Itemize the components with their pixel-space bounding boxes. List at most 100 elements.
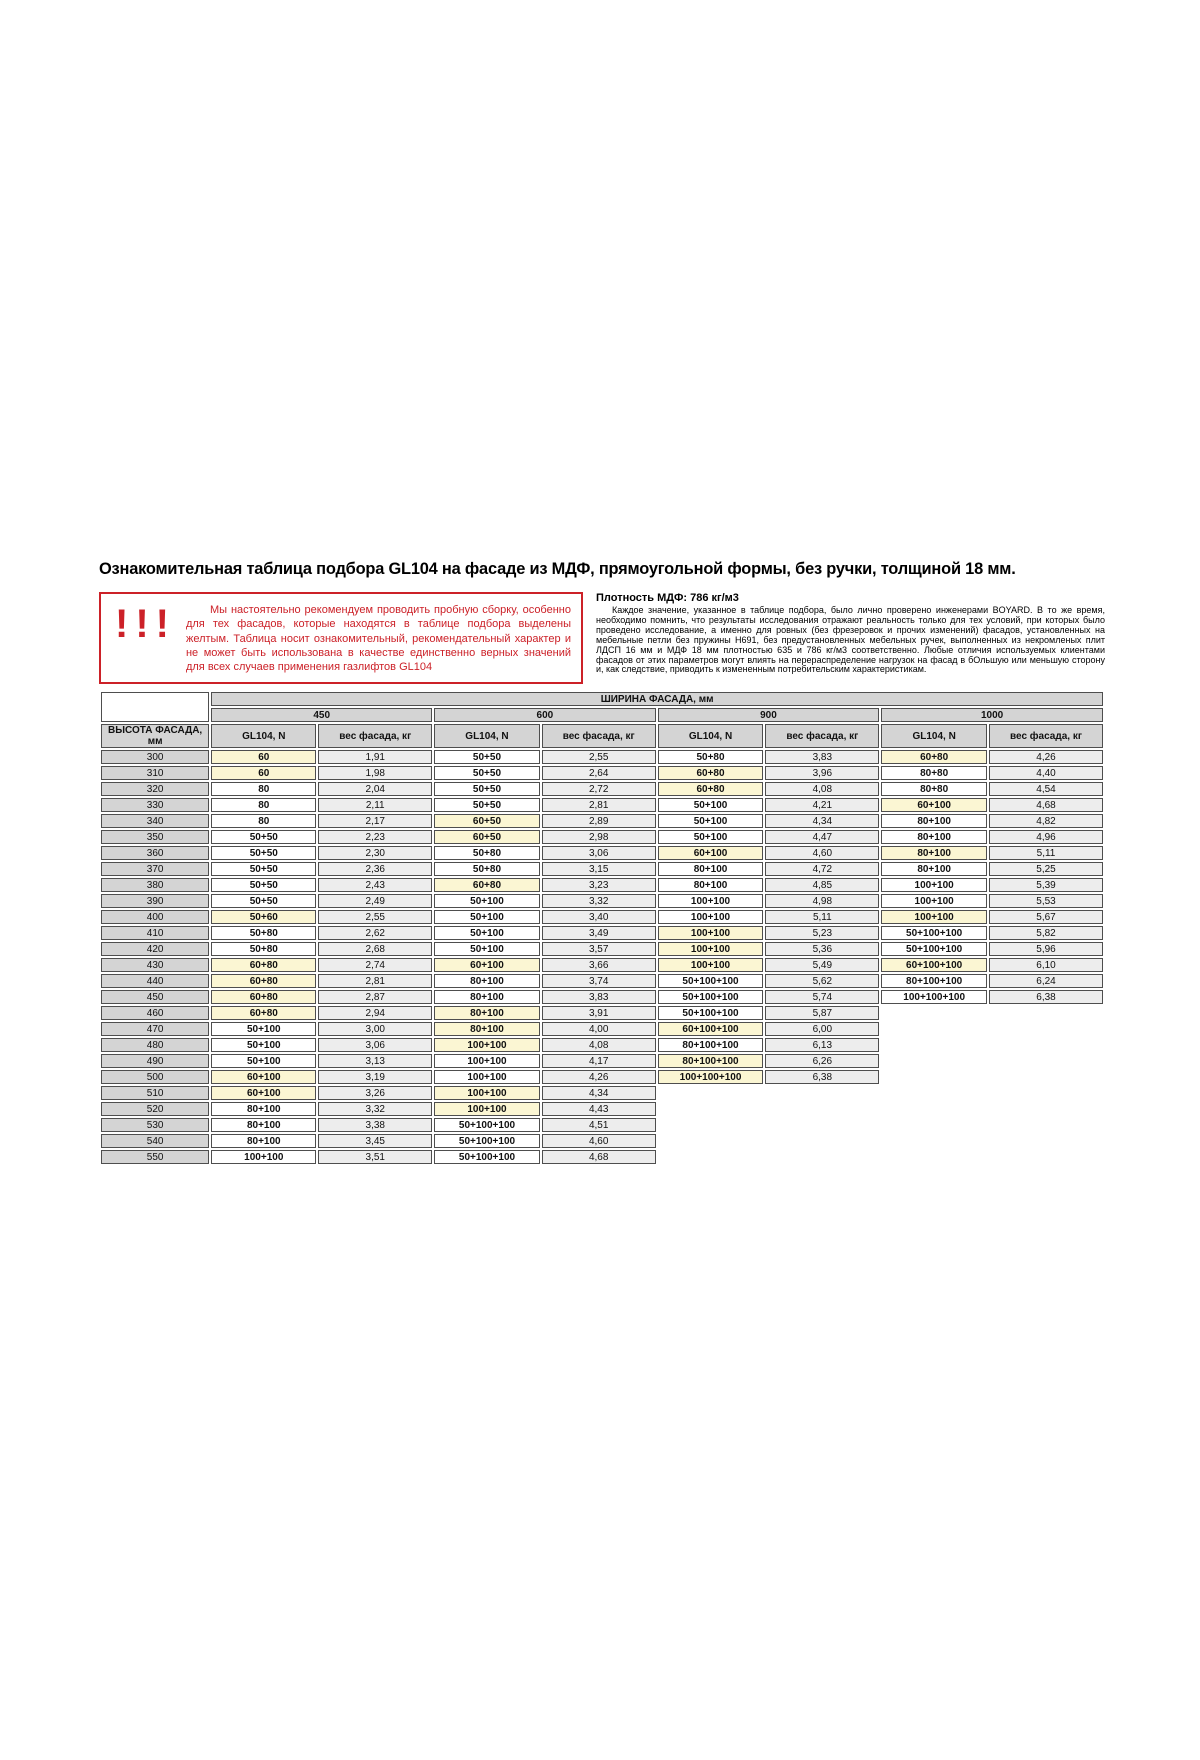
- cell-facade-weight: 5,25: [989, 862, 1103, 877]
- cell-gl104-value: 50+100: [434, 894, 540, 909]
- cell-gl104-value: 50+100: [657, 830, 764, 845]
- cell-gl104-value: 50+100+100: [434, 1134, 540, 1149]
- cell-facade-weight: 2,72: [541, 782, 656, 797]
- cell-gl104-value: 100+100: [434, 1054, 540, 1069]
- cell-gl104-value: 60+50: [434, 814, 540, 829]
- triple-exclamation-icon: !!!: [115, 602, 176, 646]
- warning-text: Мы настоятельно рекомендуем проводить пр…: [185, 604, 571, 674]
- cell-facade-weight: 3,96: [765, 766, 880, 781]
- cell-facade-weight: 5,39: [989, 878, 1103, 893]
- cell-gl104-value: 50+100: [657, 814, 764, 829]
- cell-facade-weight: 4,54: [989, 782, 1103, 797]
- width-group-900: 900: [657, 708, 880, 723]
- cell-facade-weight: 2,11: [318, 798, 433, 813]
- cell-facade-weight: 5,11: [989, 846, 1103, 861]
- table-row: 460 60+80 2,94 80+100 3,91 50+100+100 5,87: [101, 1006, 1103, 1021]
- table-row: 470 50+100 3,00 80+100 4,00 60+100+100 6,00: [101, 1022, 1103, 1037]
- cell-facade-height: 380: [101, 878, 210, 893]
- cell-facade-weight: 4,72: [765, 862, 880, 877]
- cell-facade-weight: 5,62: [765, 974, 880, 989]
- cell-gl104-value: 80: [211, 798, 317, 813]
- table-row: 320 80 2,04 50+50 2,72 60+80 4,08 80+80 4,54: [101, 782, 1103, 797]
- cell-gl104-value: 50+100: [434, 910, 540, 925]
- table-row: 450 60+80 2,87 80+100 3,83 50+100+100 5,74 100+…: [101, 990, 1103, 1005]
- cell-gl104-value: 100+100: [434, 1102, 540, 1117]
- cell-gl104-value: 50+100+100: [881, 926, 988, 941]
- cell-gl104-value: 50+50: [434, 798, 540, 813]
- cell-facade-weight: 4,68: [989, 798, 1103, 813]
- cell-facade-weight: 4,60: [541, 1134, 656, 1149]
- table-row: 380 50+50 2,43 60+80 3,23 80+100 4,85 100+100 5,…: [101, 878, 1103, 893]
- cell-facade-height: 430: [101, 958, 210, 973]
- cell-facade-weight: 2,30: [318, 846, 433, 861]
- table-row: 540 80+100 3,45 50+100+100 4,60: [101, 1134, 1103, 1149]
- cell-gl104-value: 80+100+100: [657, 1054, 764, 1069]
- cell-gl104-value: 60+100: [657, 846, 764, 861]
- cell-facade-weight: 4,43: [541, 1102, 656, 1117]
- cell-facade-weight: 5,87: [765, 1006, 880, 1021]
- gl104-header: GL104, N: [211, 724, 317, 749]
- gl104-header: GL104, N: [657, 724, 764, 749]
- table-row: 520 80+100 3,32 100+100 4,43: [101, 1102, 1103, 1117]
- cell-facade-weight: 2,04: [318, 782, 433, 797]
- table-row: 370 50+50 2,36 50+80 3,15 80+100 4,72 80+100 5,2…: [101, 862, 1103, 877]
- cell-gl104-value: 80+100: [434, 1006, 540, 1021]
- cell-gl104-value: 100+100+100: [881, 990, 988, 1005]
- cell-gl104-value: 60+80: [211, 1006, 317, 1021]
- cell-facade-height: 500: [101, 1070, 210, 1085]
- weight-header: вес фасада, кг: [318, 724, 433, 749]
- width-group-600: 600: [434, 708, 656, 723]
- cell-facade-weight: 4,00: [541, 1022, 656, 1037]
- cell-gl104-value: 100+100: [657, 926, 764, 941]
- cell-facade-height: 450: [101, 990, 210, 1005]
- cell-gl104-value: 50+100+100: [434, 1150, 540, 1165]
- cell-gl104-value: 60+50: [434, 830, 540, 845]
- cell-facade-height: 470: [101, 1022, 210, 1037]
- cell-facade-weight: 3,40: [541, 910, 656, 925]
- cell-facade-weight: 4,40: [989, 766, 1103, 781]
- cell-gl104-value: 80: [211, 782, 317, 797]
- cell-gl104-value: 80+100: [211, 1118, 317, 1133]
- cell-gl104-value: 100+100: [434, 1086, 540, 1101]
- cell-gl104-value: 100+100: [881, 910, 988, 925]
- facade-height-header: ВЫСОТА ФАСАДА, мм: [101, 724, 210, 749]
- cell-facade-height: 520: [101, 1102, 210, 1117]
- cell-facade-weight: 4,34: [765, 814, 880, 829]
- cell-gl104-value: 100+100: [657, 910, 764, 925]
- cell-facade-weight: 6,24: [989, 974, 1103, 989]
- cell-gl104-value: 50+100: [211, 1054, 317, 1069]
- cell-facade-weight: 2,74: [318, 958, 433, 973]
- table-body: 300 60 1,91 50+50 2,55 50+80 3,83 60+80 4,26 310 6…: [101, 750, 1103, 1165]
- cell-facade-weight: 3,06: [541, 846, 656, 861]
- cell-gl104-value: 60+80: [657, 766, 764, 781]
- cell-gl104-value: 80+100: [434, 974, 540, 989]
- cell-gl104-value: 50+100+100: [657, 974, 764, 989]
- cell-gl104-value: 50+50: [434, 766, 540, 781]
- cell-facade-weight: 4,96: [989, 830, 1103, 845]
- cell-facade-height: 460: [101, 1006, 210, 1021]
- cell-gl104-value: 60+80: [211, 974, 317, 989]
- cell-facade-weight: 4,85: [765, 878, 880, 893]
- cell-gl104-value: 100+100+100: [657, 1070, 764, 1085]
- cell-facade-height: 300: [101, 750, 210, 765]
- cell-gl104-value: 80+100: [211, 1134, 317, 1149]
- cell-facade-weight: 2,81: [318, 974, 433, 989]
- cell-facade-weight: 2,55: [541, 750, 656, 765]
- cell-facade-weight: 5,67: [989, 910, 1103, 925]
- cell-gl104-value: 60+100: [211, 1086, 317, 1101]
- cell-facade-height: 550: [101, 1150, 210, 1165]
- cell-facade-height: 360: [101, 846, 210, 861]
- cell-facade-height: 310: [101, 766, 210, 781]
- cell-facade-weight: 2,23: [318, 830, 433, 845]
- cell-gl104-value: 60+80: [657, 782, 764, 797]
- cell-gl104-value: 60+100+100: [881, 958, 988, 973]
- cell-facade-weight: 3,91: [541, 1006, 656, 1021]
- weight-header: вес фасада, кг: [765, 724, 880, 749]
- cell-facade-weight: 4,82: [989, 814, 1103, 829]
- cell-facade-height: 530: [101, 1118, 210, 1133]
- cell-facade-weight: 3,38: [318, 1118, 433, 1133]
- cell-gl104-value: 80+80: [881, 782, 988, 797]
- cell-gl104-value: 80+100: [881, 862, 988, 877]
- cell-gl104-value: 50+80: [211, 942, 317, 957]
- cell-facade-weight: 3,83: [541, 990, 656, 1005]
